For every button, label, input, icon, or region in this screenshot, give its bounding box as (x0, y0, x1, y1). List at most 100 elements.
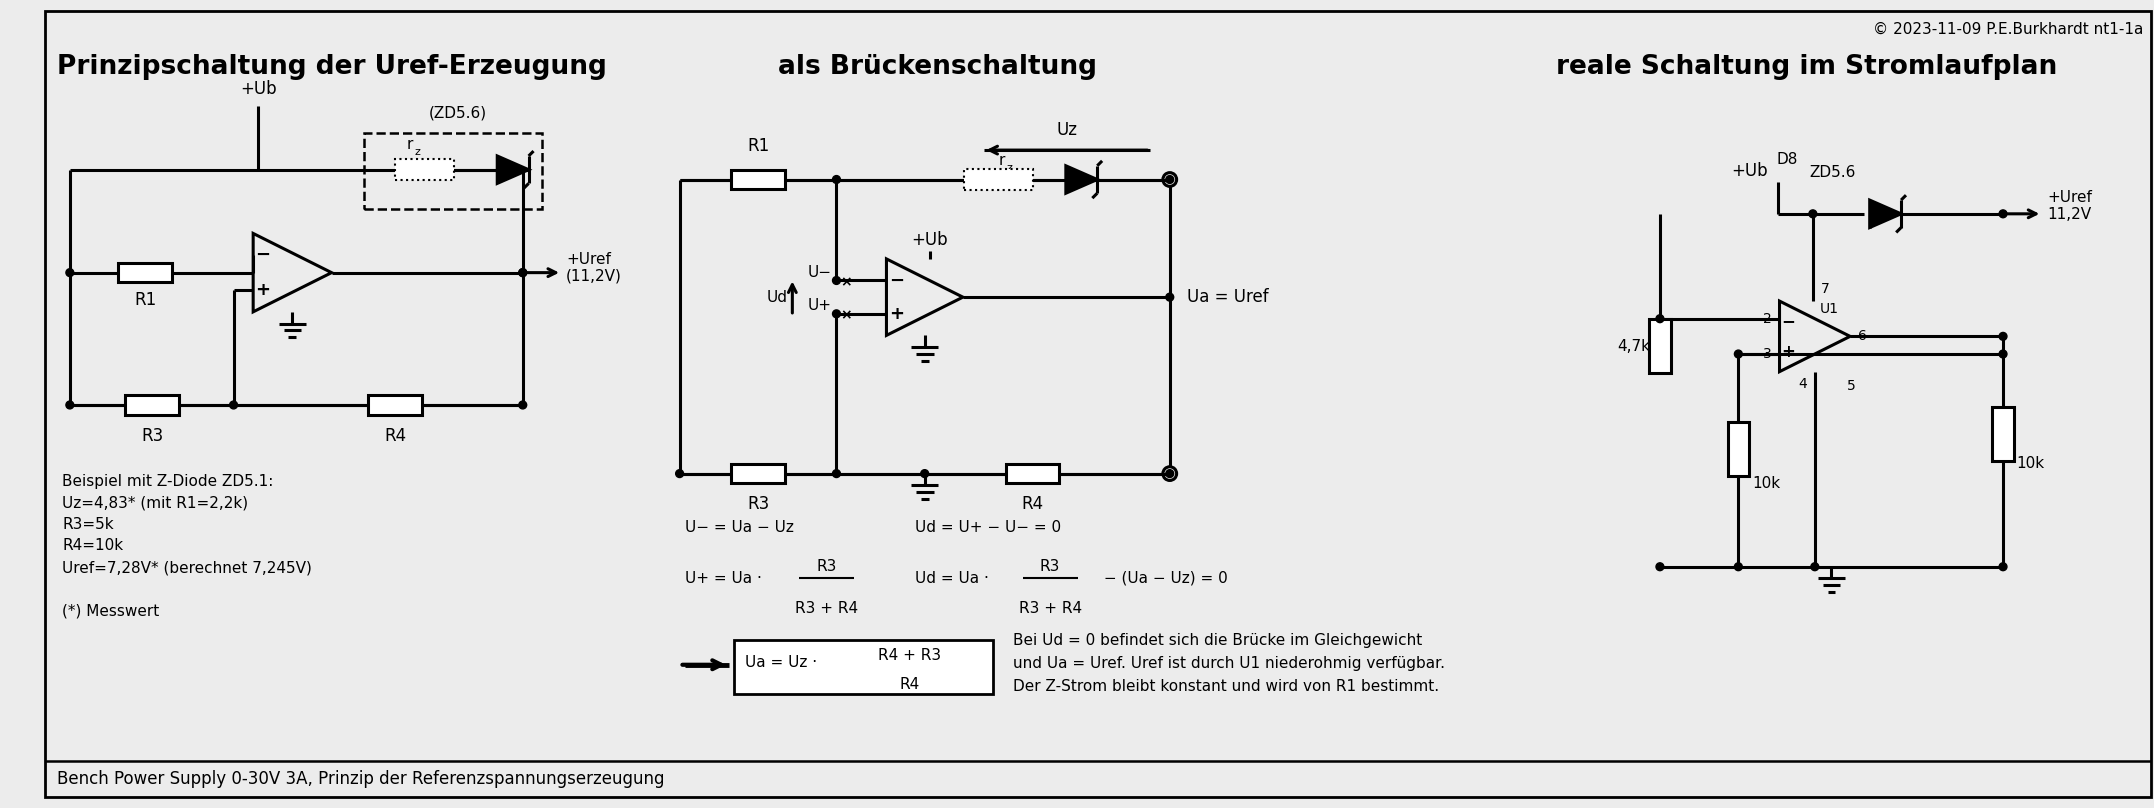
Text: −: − (890, 271, 905, 289)
Text: z: z (1006, 162, 1012, 173)
Circle shape (519, 401, 528, 409)
Bar (1650, 319, 1672, 373)
Text: r: r (997, 153, 1004, 168)
Text: Ud: Ud (767, 289, 788, 305)
Text: als Brückenschaltung: als Brückenschaltung (778, 54, 1096, 80)
Text: +: + (890, 305, 905, 323)
Text: 3: 3 (1762, 347, 1773, 361)
Text: D8: D8 (1777, 152, 1799, 166)
Circle shape (1999, 563, 2008, 570)
Text: 4,7k: 4,7k (1618, 339, 1650, 354)
Text: −: − (256, 246, 271, 264)
Text: R3: R3 (747, 495, 769, 513)
Text: U+: U+ (808, 298, 831, 314)
Circle shape (834, 469, 840, 478)
Text: Bench Power Supply 0-30V 3A, Prinzip der Referenzspannungserzeugung: Bench Power Supply 0-30V 3A, Prinzip der… (58, 771, 666, 789)
Circle shape (1734, 350, 1743, 358)
Text: R4: R4 (383, 427, 407, 444)
Circle shape (834, 310, 840, 318)
Circle shape (834, 276, 840, 284)
Text: R3: R3 (816, 559, 838, 574)
Bar (730, 464, 784, 483)
Text: +: + (1781, 343, 1794, 361)
Text: Prinzipschaltung der Uref-Erzeugung: Prinzipschaltung der Uref-Erzeugung (56, 54, 607, 80)
Text: © 2023-11-09 P.E.Burkhardt nt1-1a: © 2023-11-09 P.E.Burkhardt nt1-1a (1872, 22, 2143, 37)
Circle shape (676, 469, 683, 478)
Circle shape (1809, 210, 1816, 217)
Text: ×: × (840, 276, 853, 289)
Text: +Uref
(11,2V): +Uref (11,2V) (567, 251, 623, 284)
Circle shape (1165, 175, 1174, 183)
Circle shape (519, 269, 528, 276)
Text: Beispiel mit Z-Diode ZD5.1:
Uz=4,83* (mit R1=2,2k)
R3=5k
R4=10k
Uref=7,28V* (ber: Beispiel mit Z-Diode ZD5.1: Uz=4,83* (mi… (62, 473, 312, 618)
Text: R4: R4 (1021, 495, 1043, 513)
Text: 10k: 10k (1751, 476, 1779, 491)
Text: Bei Ud = 0 befindet sich die Brücke im Gleichgewicht
und Ua = Uref. Uref ist dur: Bei Ud = 0 befindet sich die Brücke im G… (1012, 633, 1445, 694)
Circle shape (67, 269, 73, 276)
Bar (118, 263, 172, 283)
Text: R4: R4 (900, 677, 920, 692)
Bar (1006, 464, 1060, 483)
Text: R3 + R4: R3 + R4 (795, 601, 857, 617)
Text: R3: R3 (1040, 559, 1060, 574)
Text: 7: 7 (1820, 282, 1829, 297)
Text: (ZD5.6): (ZD5.6) (429, 106, 487, 120)
Text: Ua = Uref: Ua = Uref (1187, 288, 1269, 306)
Text: ZD5.6: ZD5.6 (1809, 165, 1855, 179)
Text: 4: 4 (1799, 377, 1807, 390)
Text: U1: U1 (1820, 302, 1840, 316)
Text: R1: R1 (134, 291, 157, 309)
Text: +Ub: +Ub (911, 231, 948, 249)
Circle shape (67, 401, 73, 409)
Text: reale Schaltung im Stromlaufplan: reale Schaltung im Stromlaufplan (1557, 54, 2057, 80)
Circle shape (834, 175, 840, 183)
Text: R4 + R3: R4 + R3 (879, 649, 941, 663)
Text: R3 + R4: R3 + R4 (1019, 601, 1081, 617)
Text: z: z (416, 147, 420, 157)
Circle shape (1734, 563, 1743, 570)
Text: +Ub: +Ub (239, 80, 276, 98)
Circle shape (1812, 563, 1818, 570)
Bar (1728, 422, 1749, 476)
Text: U− = Ua − Uz: U− = Ua − Uz (685, 520, 793, 535)
Bar (125, 395, 179, 415)
Circle shape (1999, 332, 2008, 340)
Text: +: + (256, 281, 271, 299)
Circle shape (1999, 210, 2008, 217)
Text: Ua = Uz ·: Ua = Uz · (745, 655, 816, 671)
Bar (735, 640, 993, 694)
Text: r: r (407, 137, 414, 152)
Text: − (Ua − Uz) = 0: − (Ua − Uz) = 0 (1099, 571, 1228, 586)
Bar (1992, 407, 2014, 461)
Text: Ud = Ua ·: Ud = Ua · (915, 571, 989, 586)
Text: Ud = U+ − U− = 0: Ud = U+ − U− = 0 (915, 520, 1062, 535)
Circle shape (1656, 315, 1663, 322)
Text: Uz: Uz (1055, 121, 1077, 140)
Circle shape (920, 469, 928, 478)
Text: +Uref
11,2V: +Uref 11,2V (2046, 190, 2092, 222)
Bar (396, 159, 454, 180)
Text: U+ = Ua ·: U+ = Ua · (685, 571, 760, 586)
Circle shape (1999, 350, 2008, 358)
Text: R1: R1 (747, 137, 769, 155)
Text: −: − (1781, 312, 1794, 330)
Text: ×: × (840, 309, 853, 322)
Bar (364, 133, 543, 209)
Polygon shape (1066, 166, 1096, 193)
Text: 2: 2 (1762, 312, 1773, 326)
Text: U−: U− (808, 265, 831, 280)
Text: +Ub: +Ub (1732, 162, 1768, 179)
Polygon shape (1870, 200, 1902, 228)
Bar (730, 170, 784, 189)
Circle shape (1165, 293, 1174, 301)
Polygon shape (498, 156, 528, 183)
Bar (368, 395, 422, 415)
Text: 6: 6 (1859, 330, 1868, 343)
Text: 10k: 10k (2016, 457, 2044, 471)
Circle shape (230, 401, 237, 409)
Text: R3: R3 (140, 427, 164, 444)
Circle shape (1656, 563, 1663, 570)
Text: 5: 5 (1848, 378, 1857, 393)
Circle shape (519, 269, 528, 276)
Bar (963, 169, 1032, 191)
